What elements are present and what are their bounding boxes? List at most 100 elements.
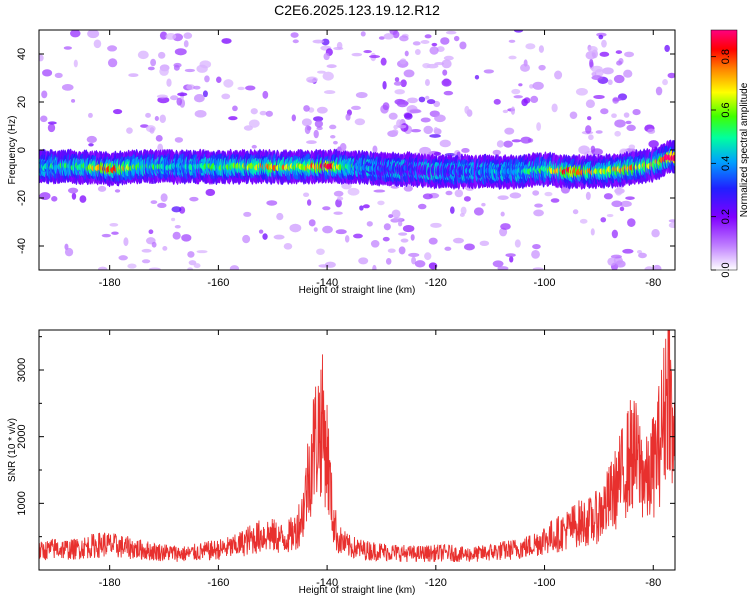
heatmap-cell	[86, 135, 97, 143]
heatmap-cell	[511, 139, 522, 143]
heatmap-cell	[551, 103, 558, 113]
heatmap-cell	[171, 217, 176, 222]
heatmap-cell	[67, 187, 79, 194]
heatmap-cell	[149, 127, 155, 134]
heatmap-cell	[345, 113, 351, 121]
heatmap-cell	[291, 114, 296, 122]
heatmap-cell	[140, 124, 149, 128]
heatmap-cell	[463, 243, 475, 251]
heatmap-cell	[595, 130, 603, 134]
heatmap-cell	[443, 90, 454, 96]
heatmap-cell	[623, 69, 633, 78]
x-tick-label: -140	[316, 577, 338, 589]
heatmap-cell	[114, 189, 121, 193]
heatmap-cell	[407, 97, 418, 104]
heatmap-cell	[262, 90, 269, 99]
heatmap-cell	[626, 124, 636, 132]
heatmap-cell	[355, 91, 368, 99]
heatmap-cell	[47, 123, 56, 133]
heatmap-cell	[193, 263, 201, 269]
heatmap-cell	[399, 35, 409, 42]
heatmap-cell	[400, 238, 409, 243]
heatmap-cell	[335, 229, 347, 235]
heatmap-cell	[444, 246, 452, 251]
heatmap-cell	[624, 51, 635, 58]
heatmap-cell	[530, 95, 539, 104]
heatmap-cell	[445, 30, 457, 35]
colorbar-gradient	[710, 29, 738, 271]
heatmap-cell	[109, 222, 119, 227]
heatmap-cell	[262, 233, 268, 240]
snr-y-axis-label: SNR (10 * v/v)	[7, 418, 18, 482]
heatmap-cell	[424, 34, 432, 39]
heatmap-cell	[351, 105, 361, 110]
heatmap-x-ticks: -180 -160 -140 -120 -100 -80	[99, 30, 661, 289]
heatmap-cell	[513, 95, 523, 99]
heatmap-cell	[160, 193, 168, 202]
heatmap-cell	[97, 185, 107, 192]
heatmap-cell	[171, 206, 182, 213]
heatmap-cell	[393, 124, 399, 130]
heatmap-cell	[202, 90, 208, 98]
heatmap-cell	[335, 198, 342, 208]
heatmap-cell	[276, 212, 284, 221]
heatmap-cell	[259, 110, 267, 116]
heatmap-cell	[509, 192, 522, 199]
heatmap-cell	[292, 39, 299, 44]
heatmap-cell	[176, 97, 183, 106]
x-tick-label: -100	[534, 577, 556, 589]
heatmap-cell	[587, 116, 592, 121]
heatmap-cell	[318, 264, 330, 268]
heatmap-cell	[387, 248, 396, 253]
heatmap-cell	[174, 225, 181, 229]
heatmap-cell	[497, 266, 509, 270]
heatmap-cell	[585, 51, 597, 60]
x-tick-label: -80	[645, 277, 661, 289]
heatmap-cell	[64, 247, 74, 257]
heatmap-cell	[283, 243, 293, 250]
heatmap-cell	[159, 114, 166, 124]
heatmap-cell	[79, 195, 87, 203]
heatmap-cell	[193, 94, 205, 103]
heatmap-cell	[441, 78, 452, 87]
heatmap-cell	[422, 62, 431, 69]
heatmap-cell	[622, 248, 634, 254]
heatmap-cell	[354, 118, 366, 126]
heatmap-cell	[433, 151, 442, 156]
heatmap-cell	[425, 95, 430, 100]
heatmap-cell	[373, 189, 386, 193]
heatmap-cell	[429, 134, 441, 138]
heatmap-cell	[183, 40, 189, 48]
heatmap-cell	[662, 79, 668, 86]
heatmap-cell	[575, 87, 588, 96]
heatmap-cell	[366, 221, 373, 227]
heatmap-cell	[314, 120, 324, 128]
heatmap-cell	[196, 250, 208, 254]
heatmap-cell	[242, 234, 251, 244]
heatmap-cell	[184, 68, 195, 73]
heatmap-y-axis-label: Frequency (Hz)	[7, 116, 18, 185]
heatmap-cell	[538, 45, 544, 53]
heatmap-cell	[404, 113, 413, 120]
heatmap-cell	[359, 205, 364, 211]
heatmap-cell	[668, 219, 675, 223]
heatmap-cell	[520, 136, 532, 144]
heatmap-cell	[508, 39, 516, 43]
x-tick-label: -180	[99, 577, 121, 589]
heatmap-cell	[492, 149, 501, 156]
heatmap-cell	[370, 239, 380, 248]
heatmap-cell	[187, 267, 194, 270]
heatmap-cell	[431, 42, 438, 47]
heatmap-cell	[189, 196, 199, 202]
heatmap-cell	[532, 81, 544, 90]
heatmap-cell	[474, 74, 480, 80]
heatmap-cell	[54, 72, 63, 78]
heatmap-cell	[383, 223, 391, 231]
heatmap-cell	[232, 105, 238, 112]
heatmap-cell	[165, 32, 177, 40]
heatmap-cell	[532, 243, 541, 250]
heatmap-cell	[503, 140, 513, 148]
heatmap-cell	[523, 97, 531, 104]
x-tick-label: -160	[207, 277, 229, 289]
heatmap-cell	[532, 190, 540, 196]
